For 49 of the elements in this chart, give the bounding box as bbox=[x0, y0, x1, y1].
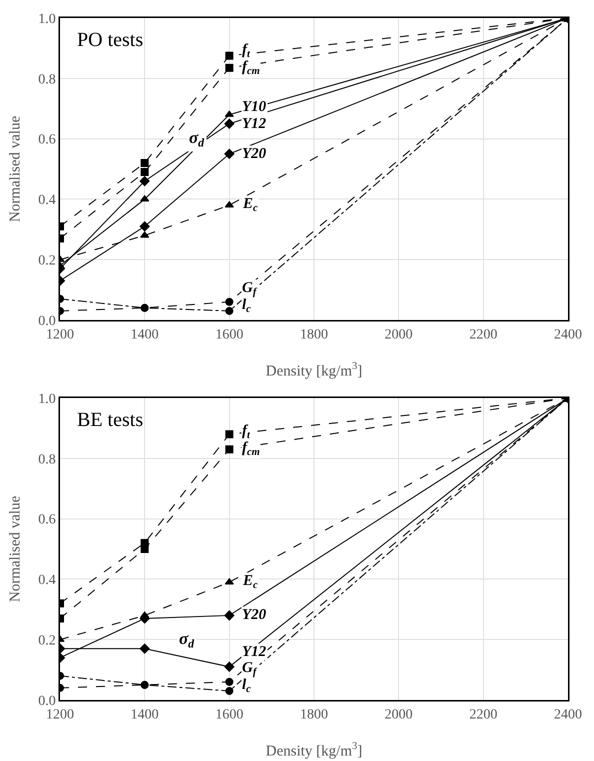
y-tick-label: 0.0 bbox=[38, 314, 56, 329]
x-axis-title: Density [kg/m$^{3}$] bbox=[266, 741, 362, 760]
series-label: Y12 bbox=[242, 644, 267, 660]
y-tick-label: 1.0 bbox=[38, 392, 56, 407]
x-tick-label: 1600 bbox=[215, 707, 244, 722]
annotation: σ$_{d}$ bbox=[179, 629, 196, 651]
series-label: Y10 bbox=[242, 99, 267, 115]
y-tick-label: 0.6 bbox=[38, 132, 56, 148]
x-tick-label: 2200 bbox=[469, 707, 498, 722]
x-tick-label: 1600 bbox=[215, 327, 244, 342]
x-tick-label: 2400 bbox=[554, 707, 582, 722]
series-label: f$_{cm}$ bbox=[242, 59, 260, 78]
series-label: Y20 bbox=[242, 146, 267, 162]
y-tick-label: 0.8 bbox=[38, 452, 56, 468]
x-tick-label: 2200 bbox=[469, 327, 498, 342]
series-label: E$_{c}$ bbox=[242, 196, 258, 214]
series-label: f$_{t}$ bbox=[242, 423, 251, 442]
y-axis-title: Normalised value bbox=[8, 496, 24, 602]
x-tick-label: 2000 bbox=[384, 327, 413, 342]
y-tick-label: 0.0 bbox=[38, 694, 56, 709]
y-tick-label: 1.0 bbox=[38, 12, 56, 27]
y-tick-label: 0.8 bbox=[38, 72, 56, 88]
x-tick-label: 2000 bbox=[384, 707, 413, 722]
x-axis-title: Density [kg/m$^{3}$] bbox=[266, 361, 362, 380]
annotation: σ$_{d}$ bbox=[189, 128, 206, 150]
series-label: G$_{f}$ bbox=[242, 660, 258, 678]
text: BE tests bbox=[77, 409, 144, 431]
x-tick-label: 1200 bbox=[46, 707, 74, 722]
y-tick-label: 0.4 bbox=[38, 193, 56, 208]
x-tick-label: 1400 bbox=[130, 327, 159, 342]
x-tick-label: 1800 bbox=[300, 707, 328, 722]
series-label: l$_{c}$ bbox=[242, 677, 252, 696]
y-tick-label: 0.2 bbox=[38, 254, 56, 268]
x-tick-label: 1800 bbox=[300, 327, 328, 342]
series-label: Y20 bbox=[242, 607, 267, 623]
series-label: l$_{c}$ bbox=[242, 297, 252, 316]
x-tick-label: 1400 bbox=[130, 707, 159, 722]
series-label: E$_{c}$ bbox=[242, 573, 258, 592]
y-tick-label: 0.2 bbox=[38, 634, 56, 648]
y-axis-title: Normalised value bbox=[8, 116, 24, 222]
x-tick-label: 2400 bbox=[554, 327, 582, 342]
y-tick-label: 0.4 bbox=[38, 573, 56, 588]
series-label: f$_{cm}$ bbox=[242, 440, 260, 458]
y-tick-label: 0.6 bbox=[38, 512, 56, 528]
x-tick-label: 1200 bbox=[46, 327, 74, 342]
series-label: Y12 bbox=[242, 116, 267, 132]
series-label: G$_{f}$ bbox=[242, 280, 258, 298]
series-label: f$_{t}$ bbox=[242, 42, 251, 60]
text: PO tests bbox=[77, 29, 144, 51]
